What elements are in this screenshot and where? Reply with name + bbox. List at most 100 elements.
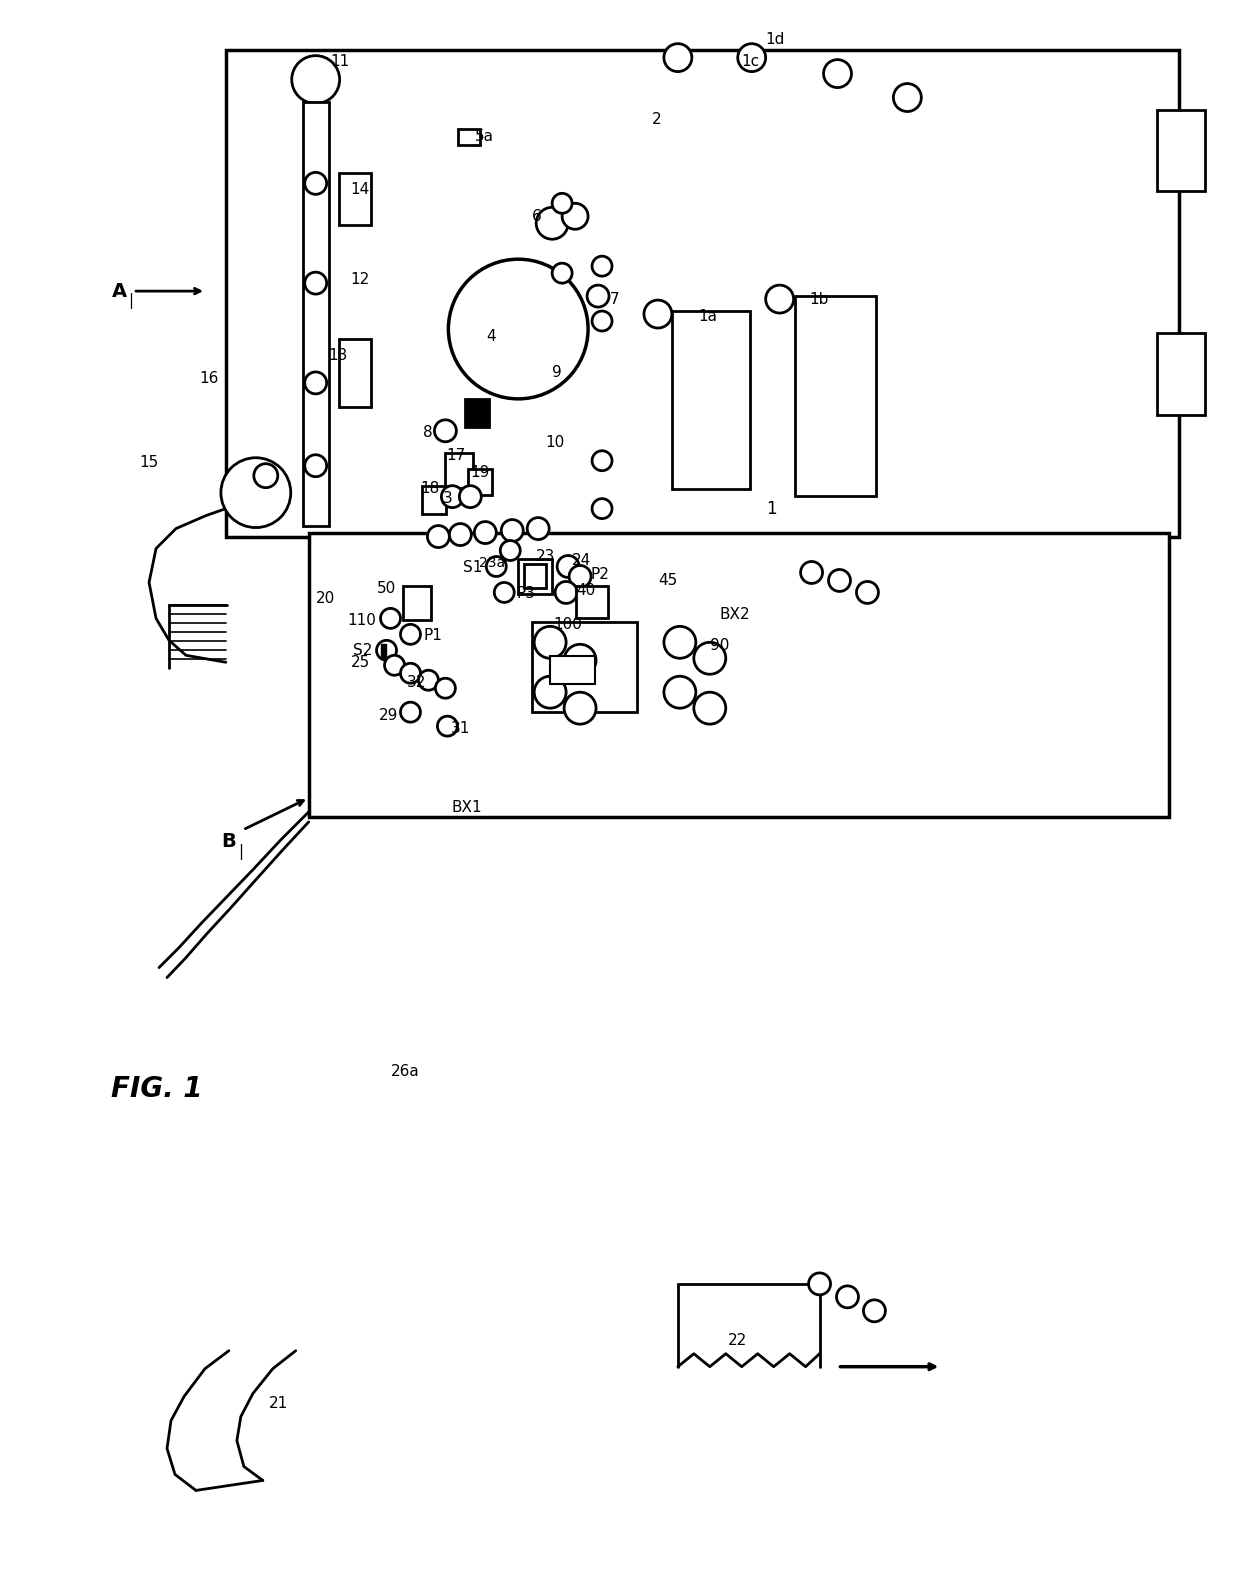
Text: 12: 12 xyxy=(351,271,370,287)
Circle shape xyxy=(459,486,481,508)
Circle shape xyxy=(591,450,613,471)
Circle shape xyxy=(823,60,852,88)
Circle shape xyxy=(534,626,567,659)
Text: 50: 50 xyxy=(377,581,397,596)
Bar xyxy=(226,50,1179,537)
Circle shape xyxy=(495,582,515,602)
Text: A: A xyxy=(112,281,126,301)
Bar xyxy=(423,486,446,513)
Circle shape xyxy=(591,499,613,519)
Text: P1: P1 xyxy=(423,628,443,643)
Bar xyxy=(381,532,649,803)
Text: |: | xyxy=(238,844,243,860)
Text: 18: 18 xyxy=(420,482,440,496)
Circle shape xyxy=(401,664,420,683)
Bar xyxy=(309,532,1169,817)
Bar xyxy=(551,656,595,684)
Circle shape xyxy=(527,518,549,540)
Circle shape xyxy=(435,678,455,698)
Text: 5: 5 xyxy=(466,400,476,414)
Circle shape xyxy=(552,193,572,213)
Circle shape xyxy=(644,300,672,328)
Bar xyxy=(339,173,371,226)
Text: BX2: BX2 xyxy=(719,607,750,621)
Text: 13: 13 xyxy=(329,348,348,364)
Text: FIG. 1: FIG. 1 xyxy=(112,1075,202,1103)
Circle shape xyxy=(305,455,326,477)
Circle shape xyxy=(837,1287,858,1309)
Text: 26a: 26a xyxy=(391,1064,419,1079)
Bar xyxy=(445,453,474,488)
Text: 90: 90 xyxy=(709,639,729,653)
Text: 1a: 1a xyxy=(698,309,717,323)
Text: 29: 29 xyxy=(379,708,398,723)
Bar xyxy=(795,297,877,496)
Text: 14: 14 xyxy=(351,182,370,196)
Circle shape xyxy=(434,420,456,442)
Text: 4: 4 xyxy=(486,328,496,344)
Bar xyxy=(381,645,386,659)
Circle shape xyxy=(305,372,326,394)
Circle shape xyxy=(808,1272,831,1294)
Circle shape xyxy=(557,555,579,577)
Circle shape xyxy=(418,670,439,690)
Text: 11: 11 xyxy=(331,53,350,69)
Circle shape xyxy=(552,264,572,282)
Circle shape xyxy=(377,640,397,661)
Text: 23: 23 xyxy=(536,549,556,563)
Text: 17: 17 xyxy=(446,449,466,463)
Circle shape xyxy=(221,458,290,527)
Text: 6: 6 xyxy=(532,209,542,224)
Circle shape xyxy=(254,464,278,488)
Text: |: | xyxy=(129,293,134,309)
Bar xyxy=(1157,110,1205,191)
Circle shape xyxy=(587,286,609,308)
Circle shape xyxy=(381,609,401,628)
Circle shape xyxy=(438,715,458,736)
Circle shape xyxy=(857,582,878,604)
Text: 2: 2 xyxy=(652,111,662,127)
Text: S2: S2 xyxy=(353,643,372,657)
Text: 7: 7 xyxy=(610,292,620,306)
Circle shape xyxy=(801,562,822,584)
Circle shape xyxy=(694,692,725,725)
Bar xyxy=(459,130,480,146)
Circle shape xyxy=(401,624,420,645)
Circle shape xyxy=(663,626,696,659)
Text: 15: 15 xyxy=(139,455,159,471)
Text: 31: 31 xyxy=(450,720,470,736)
Circle shape xyxy=(501,519,523,541)
Text: 40: 40 xyxy=(577,584,595,598)
Circle shape xyxy=(863,1299,885,1321)
Text: 19: 19 xyxy=(470,464,490,480)
Bar xyxy=(525,565,546,588)
Circle shape xyxy=(765,286,794,314)
Text: 10: 10 xyxy=(546,435,564,450)
Text: 22: 22 xyxy=(728,1334,746,1348)
Circle shape xyxy=(663,676,696,708)
Bar xyxy=(403,587,432,620)
Circle shape xyxy=(562,204,588,229)
Text: 1b: 1b xyxy=(810,292,830,306)
Text: 25: 25 xyxy=(351,654,371,670)
Bar xyxy=(518,559,552,595)
Bar xyxy=(622,610,774,748)
Text: P2: P2 xyxy=(590,566,609,582)
Circle shape xyxy=(441,486,464,508)
Circle shape xyxy=(291,55,340,104)
Circle shape xyxy=(564,692,596,725)
Circle shape xyxy=(536,207,568,238)
Text: 110: 110 xyxy=(347,613,377,628)
Text: 1d: 1d xyxy=(765,33,785,47)
Bar xyxy=(577,587,608,618)
Text: 8: 8 xyxy=(423,425,433,441)
Bar xyxy=(1157,333,1205,414)
Circle shape xyxy=(428,526,449,548)
Circle shape xyxy=(694,642,725,675)
Text: 100: 100 xyxy=(553,617,582,632)
Circle shape xyxy=(569,565,591,587)
Bar xyxy=(465,399,490,427)
Bar xyxy=(672,311,750,488)
Circle shape xyxy=(449,524,471,546)
Text: 3: 3 xyxy=(443,491,453,507)
